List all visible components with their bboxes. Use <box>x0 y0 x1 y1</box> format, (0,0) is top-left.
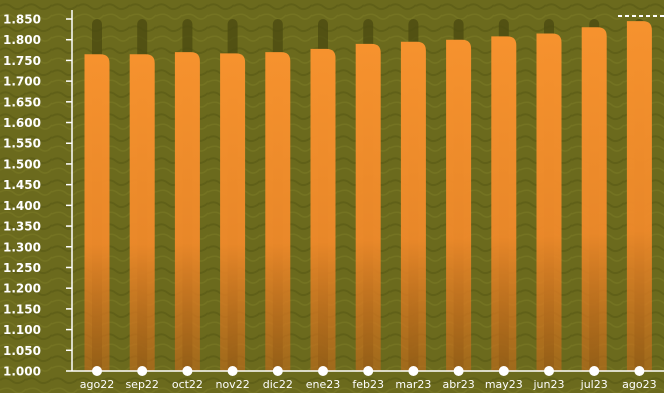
y-tick-label: 1.600 <box>3 116 41 130</box>
bar-mar23 <box>400 41 426 372</box>
bar-ago23 <box>626 21 652 372</box>
y-tick-label: 1.550 <box>3 137 41 151</box>
y-tick-label: 1.500 <box>3 157 41 171</box>
x-tick-label: nov22 <box>215 378 249 391</box>
bar-nov22 <box>220 53 246 371</box>
x-tick-label: feb23 <box>352 378 384 391</box>
y-tick-label: 1.800 <box>3 33 41 47</box>
x-tick-label: oct22 <box>172 378 203 391</box>
bar-feb23 <box>355 43 381 372</box>
x-tick-label: ene23 <box>306 378 341 391</box>
y-tick-label: 1.050 <box>3 344 41 358</box>
y-tick-label: 1.750 <box>3 54 41 68</box>
y-tick-label: 1.650 <box>3 95 41 109</box>
x-tick-label: mar23 <box>395 378 431 391</box>
y-tick-label: 1.100 <box>3 323 41 337</box>
x-tick-label: dic22 <box>263 378 293 391</box>
bar-ago22 <box>84 54 110 371</box>
bars <box>84 21 652 372</box>
y-tick-label: 1.700 <box>3 75 41 89</box>
bar-abr23 <box>446 39 472 372</box>
x-tick-label: ago22 <box>80 378 114 391</box>
x-tick-label: jul23 <box>580 378 608 391</box>
x-tick-label: jun23 <box>533 378 565 391</box>
y-tick-label: 1.450 <box>3 178 41 192</box>
x-tick-label: may23 <box>485 378 523 391</box>
y-tick-label: 1.200 <box>3 282 41 296</box>
bar-ene23 <box>310 48 336 372</box>
y-tick-label: 1.850 <box>3 13 41 27</box>
x-tick-label: sep22 <box>125 378 158 391</box>
y-tick-label: 1.400 <box>3 199 41 213</box>
x-tick-label: ago23 <box>622 378 656 391</box>
y-tick-label: 1.000 <box>3 365 41 379</box>
y-axis: 1.000 1.050 1.100 1.150 1.200 1.250 1.300 1.350… <box>3 10 73 379</box>
x-tick-label: abr23 <box>442 378 474 391</box>
y-tick-label: 1.350 <box>3 220 41 234</box>
y-tick-label: 1.250 <box>3 261 41 275</box>
bar-sep22 <box>129 54 155 371</box>
x-axis: ago22 sep22 oct22 nov22 dic22 ene23 feb23 mar23… <box>72 366 664 391</box>
bar-jun23 <box>536 33 562 372</box>
bar-oct22 <box>174 52 200 371</box>
bar-dic22 <box>265 52 291 371</box>
y-tick-label: 1.300 <box>3 240 41 254</box>
bar-may23 <box>491 36 517 371</box>
y-tick-label: 1.150 <box>3 302 41 316</box>
bar-jul23 <box>581 27 607 372</box>
